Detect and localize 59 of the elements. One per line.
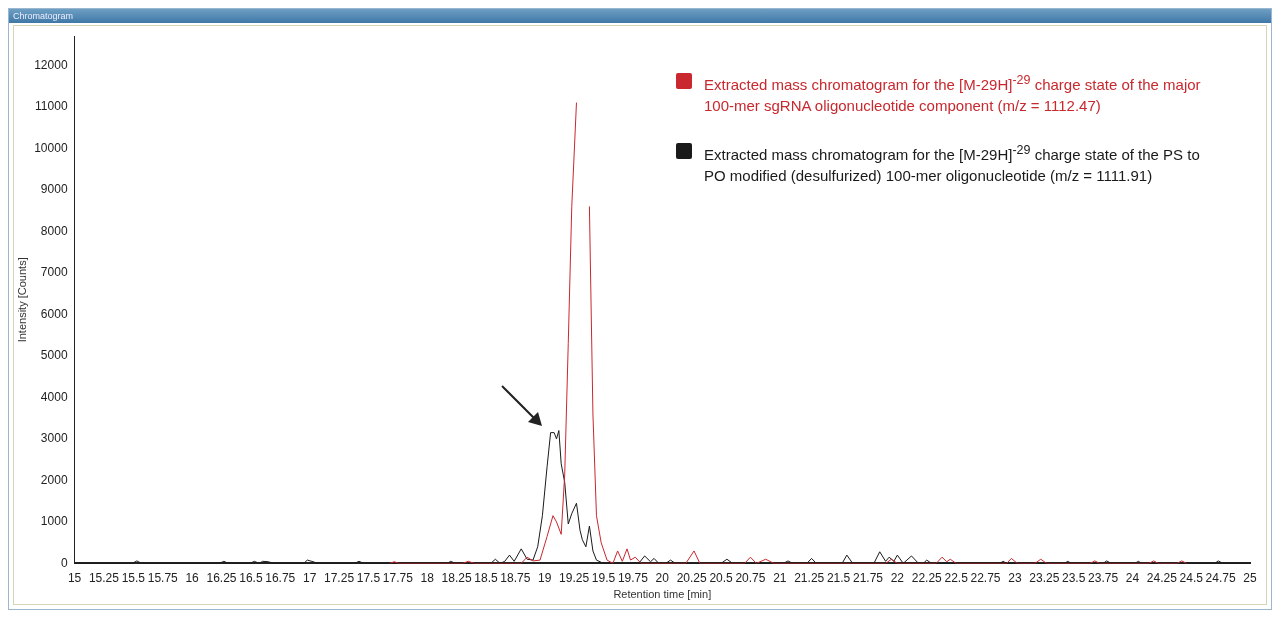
x-axis-title: Retention time [min] xyxy=(613,588,712,601)
x-tick-label: 21.75 xyxy=(852,570,884,585)
x-tick-label: 21.5 xyxy=(826,570,851,585)
x-tick-label: 23.5 xyxy=(1062,570,1086,585)
x-tick-label: 19.5 xyxy=(591,570,616,585)
x-tick-label: 16.75 xyxy=(265,570,296,585)
x-tick-label: 21 xyxy=(773,570,787,585)
x-tick-label: 24.25 xyxy=(1146,570,1178,585)
x-tick-label: 16.25 xyxy=(206,570,237,585)
x-tick-label: 19.25 xyxy=(559,570,590,585)
x-tick-label: 18.25 xyxy=(441,570,472,585)
x-tick-label: 15.75 xyxy=(147,570,179,585)
x-tick-label: 25 xyxy=(1243,570,1257,585)
x-tick-label: 23.25 xyxy=(1029,570,1060,585)
y-tick-label: 8000 xyxy=(40,223,68,238)
y-tick-label: 4000 xyxy=(40,389,68,404)
x-tick-label: 18 xyxy=(420,570,435,585)
x-tick-label: 17 xyxy=(302,570,317,585)
x-tick-label: 24.75 xyxy=(1205,570,1236,585)
x-tick-label: 20 xyxy=(655,570,670,585)
chart-title: Chromatogram xyxy=(9,9,1271,23)
x-tick-label: 15.25 xyxy=(88,570,120,585)
x-tick-label: 22 xyxy=(890,570,905,585)
x-tick-label: 22.75 xyxy=(970,570,1001,585)
y-tick-label: 5000 xyxy=(40,348,68,363)
x-tick-label: 23 xyxy=(1008,570,1022,585)
x-tick-label: 22.25 xyxy=(911,570,943,585)
x-tick-label: 22.5 xyxy=(944,570,969,585)
y-tick-label: 11000 xyxy=(35,99,68,114)
x-tick-label: 15 xyxy=(67,570,82,585)
legend-label: Extracted mass chromatogram for the [M-29H]$^{-29}$ charge state of the major 100-mer sgRNA oligonucleotide component (m/z = 1112.47) xyxy=(704,72,1202,116)
y-axis-title: Intensity [Counts] xyxy=(15,257,28,343)
legend-label: Extracted mass chromatogram for the [M-29H]$^{-29}$ charge state of the PS to PO modified (desulfurized) 100-mer oligonucleotide (m/z = 1111.91) xyxy=(704,142,1201,186)
y-tick-label: 0 xyxy=(60,555,68,570)
y-tick-label: 6000 xyxy=(40,306,68,321)
x-tick-label: 20.75 xyxy=(735,570,766,585)
x-tick-label: 18.75 xyxy=(500,570,531,585)
x-tick-label: 19 xyxy=(538,570,552,585)
y-tick-label: 7000 xyxy=(40,265,68,280)
x-tick-label: 15.5 xyxy=(121,570,146,585)
x-tick-label: 24.5 xyxy=(1179,570,1204,585)
y-tick-label: 9000 xyxy=(40,182,68,197)
x-tick-label: 23.75 xyxy=(1088,570,1119,585)
y-tick-label: 2000 xyxy=(40,472,68,487)
x-tick-label: 17.5 xyxy=(356,570,381,585)
x-tick-label: 16.5 xyxy=(239,570,263,585)
x-tick-label: 17.25 xyxy=(324,570,355,585)
x-tick-label: 20.5 xyxy=(709,570,734,585)
x-tick-label: 17.75 xyxy=(382,570,414,585)
x-tick-label: 18.5 xyxy=(474,570,498,585)
x-tick-label: 20.25 xyxy=(676,570,708,585)
y-tick-label: 10000 xyxy=(34,140,68,155)
y-tick-label: 3000 xyxy=(40,431,68,446)
x-tick-label: 24 xyxy=(1125,570,1140,585)
x-tick-label: 21.25 xyxy=(794,570,825,585)
y-tick-label: 12000 xyxy=(34,57,68,72)
y-tick-label: 1000 xyxy=(40,514,68,529)
x-tick-label: 19.75 xyxy=(617,570,649,585)
x-tick-label: 16 xyxy=(185,570,200,585)
